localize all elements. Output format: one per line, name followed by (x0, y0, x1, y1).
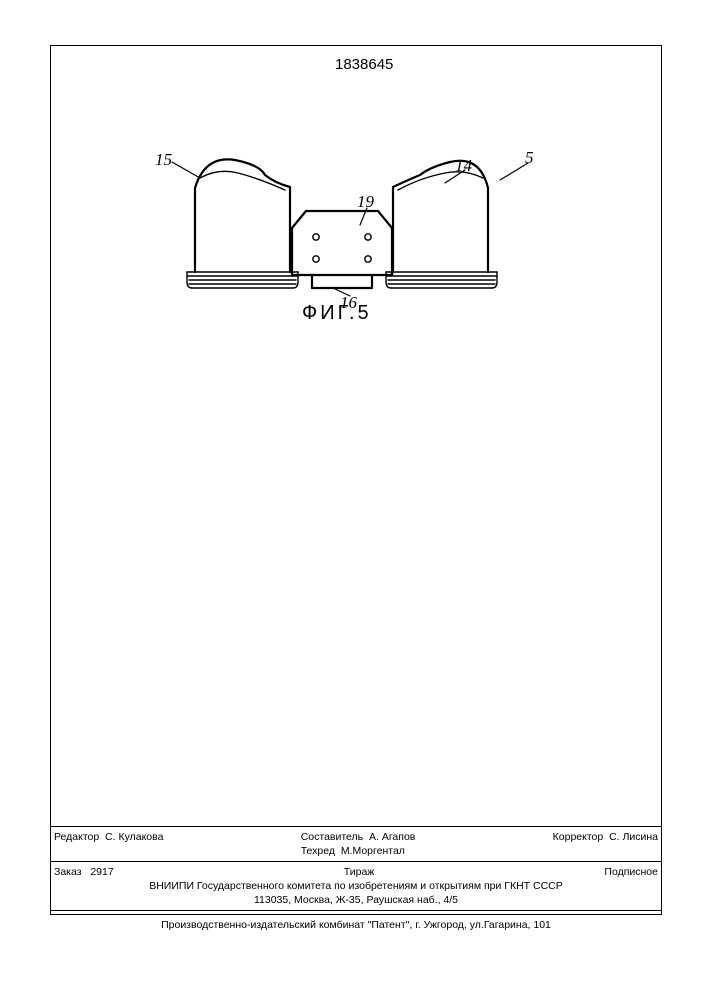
ref-label-15: 15 (155, 150, 172, 170)
corrector-label: Корректор (553, 831, 604, 843)
footer-credits-row: Редактор С. Кулакова Составитель А. Агап… (50, 830, 662, 858)
footer-rule-2 (50, 861, 662, 862)
editor-cell: Редактор С. Кулакова (54, 830, 163, 858)
footer-rule-1 (50, 826, 662, 827)
footer-rule-3 (50, 910, 662, 911)
circulation-label: Тираж (344, 865, 375, 879)
org-line-2: 113035, Москва, Ж-35, Раушская наб., 4/5 (50, 893, 662, 907)
editor-label: Редактор (54, 831, 99, 843)
ref-label-14: 14 (455, 156, 472, 176)
compiler-label: Составитель (301, 831, 363, 843)
corrector-name: С. Лисина (609, 831, 658, 843)
order-cell: Заказ 2917 (54, 865, 114, 879)
order-label: Заказ (54, 866, 82, 878)
footer-order-row: Заказ 2917 Тираж Подписное ВНИИПИ Госуда… (50, 865, 662, 908)
ref-label-5: 5 (525, 148, 534, 168)
figure-5-drawing (0, 0, 707, 500)
corrector-cell: Корректор С. Лисина (553, 830, 658, 858)
ref-label-19: 19 (357, 192, 374, 212)
center-credits: Составитель А. Агапов Техред М.Моргентал (301, 830, 416, 858)
printer-line: Производственно-издательский комбинат "П… (50, 918, 662, 932)
org-line-1: ВНИИПИ Государственного комитета по изоб… (50, 879, 662, 893)
editor-name: С. Кулакова (105, 831, 163, 843)
compiler-name: А. Агапов (369, 831, 415, 843)
order-no: 2917 (90, 866, 113, 878)
techred-name: М.Моргентал (341, 845, 405, 857)
techred-label: Техред (301, 845, 335, 857)
figure-caption: ФИГ.5 (302, 302, 372, 325)
subscription-label: Подписное (604, 865, 658, 879)
